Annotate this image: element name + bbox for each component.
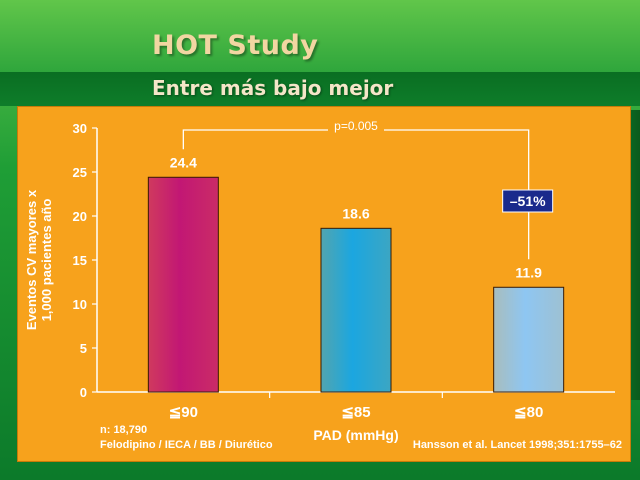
p-value-label: p=0.005	[334, 119, 378, 133]
y-tick-label: 15	[73, 253, 87, 268]
slide-subtitle: Entre más bajo mejor	[152, 76, 394, 100]
x-axis-title: PAD (mmHg)	[313, 427, 398, 443]
citation-note: Hansson et al. Lancet 1998;351:1755–62	[413, 439, 622, 451]
y-axis-title: Eventos CV mayores x1,000 pacientes año	[24, 189, 54, 330]
bar-value-label: 11.9	[515, 264, 542, 280]
y-tick-label: 25	[73, 165, 87, 180]
reduction-box	[502, 189, 554, 213]
x-category-label: ≦80	[514, 404, 543, 421]
subtitle-band	[0, 72, 640, 106]
y-tick-label: 10	[73, 297, 87, 312]
y-tick-label: 20	[73, 209, 87, 224]
bar	[147, 176, 219, 393]
x-category-label: ≦85	[341, 404, 370, 421]
y-tick-label: 5	[80, 341, 87, 356]
slide-title: HOT Study	[152, 30, 319, 61]
reduction-label: –51%	[510, 193, 546, 209]
title-band	[0, 0, 640, 72]
bar-value-label: 18.6	[342, 205, 369, 221]
p-value-bg	[328, 118, 384, 132]
x-category-label: ≦90	[169, 404, 198, 421]
bar	[493, 286, 565, 393]
sample-size-note: n: 18,790	[100, 424, 147, 436]
y-tick-label: 0	[80, 385, 87, 400]
y-tick-label: 30	[73, 121, 87, 136]
drugs-note: Felodipino / IECA / BB / Diurético	[100, 439, 273, 451]
bar	[320, 227, 392, 393]
bar-value-label: 24.4	[170, 154, 197, 170]
